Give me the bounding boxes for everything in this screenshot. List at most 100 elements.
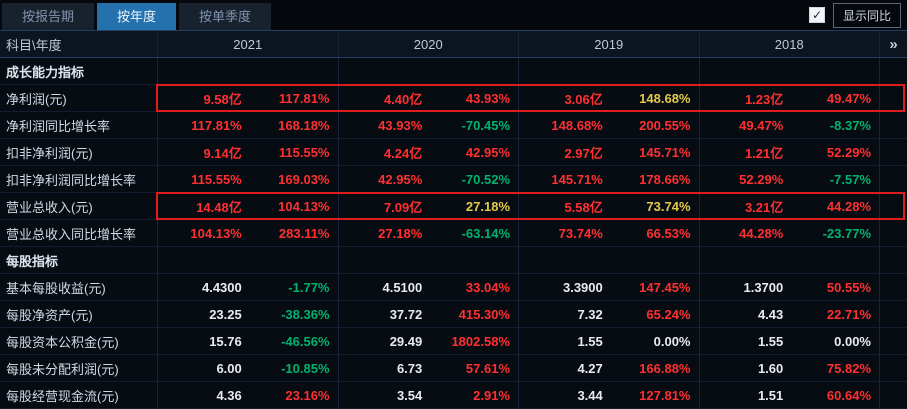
value-cell: 7.32 65.24% <box>519 301 700 327</box>
value-cell: 148.68% 200.55% <box>519 112 700 138</box>
show-yoy-label[interactable]: 显示同比 <box>832 2 901 28</box>
value-cell: 37.72 415.30% <box>339 301 519 327</box>
metric-row: 每股经营现金流(元) 4.36 23.16% 3.54 2.91% 3.44 127.81%… <box>0 382 907 409</box>
value-cell: 3.06亿 148.68% <box>519 85 700 111</box>
metric-row: 每股未分配利润(元) 6.00 -10.85% 6.73 57.61% 4.27 166.8… <box>0 355 907 382</box>
show-yoy-checkbox[interactable]: ✓ <box>808 7 825 23</box>
yoy-percent: 27.18% <box>465 198 510 214</box>
metric-value: 6.00 <box>216 360 242 376</box>
yoy-percent: 200.55% <box>639 117 691 133</box>
metric-value: 3.21亿 <box>744 199 784 215</box>
value-cell: 42.95% -70.52% <box>339 166 519 192</box>
metric-row: 扣非净利润(元) 9.14亿 115.55% 4.24亿 42.95% 2.97亿 145.… <box>0 139 907 166</box>
row-label: 每股指标 <box>0 247 158 273</box>
metric-value: 9.14亿 <box>203 145 242 161</box>
metric-value: 5.58亿 <box>564 199 603 215</box>
yoy-percent: 115.55% <box>278 144 330 160</box>
row-label: 营业总收入同比增长率 <box>0 220 158 246</box>
period-tabs: 按报告期 按年度 按单季度 <box>2 0 272 30</box>
tab-report-period[interactable]: 按报告期 <box>2 3 95 30</box>
column-header-2018: 2018 <box>700 31 880 57</box>
table-body: 成长能力指标 净利润(元) 9.58亿 117.81% 4.40亿 43.93% 3.06亿… <box>0 58 907 409</box>
metric-value: 9.58亿 <box>203 91 242 107</box>
yoy-percent: 117.81% <box>278 90 330 106</box>
row-more-cell <box>880 328 907 354</box>
value-cell: 27.18% -63.14% <box>339 220 519 246</box>
section-row: 成长能力指标 <box>0 58 907 85</box>
row-label: 扣非净利润(元) <box>0 139 158 165</box>
metric-value: 37.72 <box>389 306 423 322</box>
value-cell: 4.5100 33.04% <box>339 274 519 300</box>
value-cell: 115.55% 169.03% <box>158 166 339 192</box>
value-cell: 117.81% 168.18% <box>158 112 339 138</box>
value-cell: 6.00 -10.85% <box>158 355 339 381</box>
metric-value: 4.5100 <box>382 279 423 295</box>
row-label: 扣非净利润同比增长率 <box>0 166 158 192</box>
metric-value: 1.55 <box>577 333 603 349</box>
yoy-percent: -70.52% <box>461 171 510 187</box>
metric-value: 4.43 <box>757 306 784 322</box>
yoy-percent: 44.28% <box>826 198 871 214</box>
metric-value: 4.24亿 <box>383 145 423 161</box>
yoy-percent: -23.77% <box>822 225 871 241</box>
value-cell: 49.47% -8.37% <box>700 112 880 138</box>
tab-single-quarter[interactable]: 按单季度 <box>179 3 272 30</box>
yoy-percent: 148.68% <box>639 90 691 106</box>
row-label: 净利润同比增长率 <box>0 112 158 138</box>
value-cell: 4.40亿 43.93% <box>339 85 519 111</box>
metric-value: 73.74% <box>558 225 603 241</box>
value-cell: 4.43 22.71% <box>700 301 880 327</box>
yoy-percent: 57.61% <box>465 360 510 376</box>
metric-value: 3.44 <box>577 387 603 403</box>
yoy-percent: 42.95% <box>465 144 510 160</box>
metric-value: 15.76 <box>209 333 242 349</box>
value-cell: 104.13% 283.11% <box>158 220 339 246</box>
metric-row: 净利润同比增长率 117.81% 168.18% 43.93% -70.45% 148.6… <box>0 112 907 139</box>
metric-value: 115.55% <box>191 171 242 187</box>
yoy-percent: -7.57% <box>829 171 871 187</box>
column-header-2021: 2021 <box>158 31 339 57</box>
yoy-percent: 166.88% <box>639 360 691 376</box>
metric-value: 4.36 <box>216 387 242 403</box>
row-label: 成长能力指标 <box>0 58 158 84</box>
row-more-cell <box>880 112 907 138</box>
value-cell <box>158 247 339 273</box>
yoy-percent: -8.37% <box>829 117 871 133</box>
metric-value: 2.97亿 <box>564 145 603 161</box>
row-more-cell <box>880 166 907 192</box>
tab-annual[interactable]: 按年度 <box>97 3 177 30</box>
metric-value: 117.81% <box>191 117 242 133</box>
row-more-cell <box>880 382 907 408</box>
check-icon: ✓ <box>811 8 823 22</box>
more-years-button[interactable]: » <box>889 35 898 53</box>
metric-value: 23.25 <box>209 306 242 322</box>
metric-value: 145.71% <box>551 171 603 187</box>
metric-value: 27.18% <box>378 225 423 241</box>
metric-value: 44.28% <box>739 225 784 241</box>
financial-table: 科目\年度 2021 2020 2019 2018 » 成长能力指标 净利润(元)… <box>0 30 907 409</box>
value-cell: 52.29% -7.57% <box>700 166 880 192</box>
yoy-percent: 33.04% <box>465 279 510 295</box>
value-cell: 9.14亿 115.55% <box>158 139 339 165</box>
row-more-cell <box>880 85 907 111</box>
metric-value: 49.47% <box>739 117 784 133</box>
metric-value: 1.23亿 <box>744 91 784 107</box>
row-label: 净利润(元) <box>0 85 158 111</box>
yoy-percent: 1802.58% <box>451 333 510 349</box>
metric-value: 14.48亿 <box>196 199 242 215</box>
yoy-percent: 178.66% <box>639 171 691 187</box>
metric-value: 1.60 <box>757 360 784 376</box>
yoy-percent: -1.77% <box>288 279 330 295</box>
yoy-percent: 0.00% <box>834 333 871 349</box>
row-more-cell <box>880 301 907 327</box>
yoy-percent: 75.82% <box>826 360 871 376</box>
metric-value: 43.93% <box>378 117 423 133</box>
row-label: 每股经营现金流(元) <box>0 382 158 408</box>
toolbar: 按报告期 按年度 按单季度 ✓ 显示同比 <box>0 0 907 30</box>
metric-value: 1.3700 <box>743 279 784 295</box>
metric-value: 4.4300 <box>201 279 242 295</box>
metric-value: 7.32 <box>577 306 603 322</box>
value-cell: 3.44 127.81% <box>519 382 700 408</box>
metric-value: 4.40亿 <box>383 91 423 107</box>
